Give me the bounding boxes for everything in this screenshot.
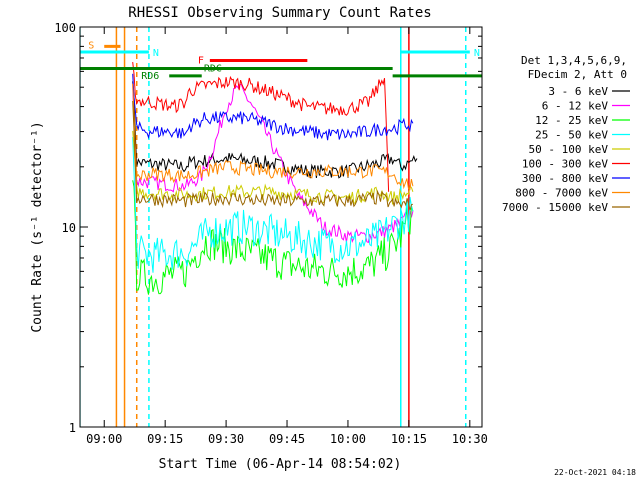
y-axis-label: Count Rate (s⁻¹ detector⁻¹) xyxy=(30,121,45,332)
legend-header-2: FDecim 2, Att 0 xyxy=(528,68,627,81)
legend-label-2: 12 - 25 keV xyxy=(535,114,608,127)
flag-label-6: RD6 xyxy=(141,71,159,82)
legend-label-4: 50 - 100 keV xyxy=(529,143,609,156)
y-tick-label-1: 10 xyxy=(62,221,76,235)
legend-label-8: 7000 - 15000 keV xyxy=(502,201,608,214)
flag-label-1: N xyxy=(153,48,159,59)
x-tick-label-4: 10:00 xyxy=(330,432,366,446)
flag-label-3: F xyxy=(198,55,204,66)
footer-timestamp: 22-Oct-2021 04:18 xyxy=(554,468,636,477)
flag-label-4: RDC xyxy=(204,64,222,75)
series-line-50-100-keV xyxy=(132,130,414,205)
x-tick-label-3: 09:45 xyxy=(269,432,305,446)
series-line-300-800-keV xyxy=(132,73,414,141)
x-tick-label-5: 10:15 xyxy=(391,432,427,446)
legend-label-5: 100 - 300 keV xyxy=(522,158,608,171)
legend-label-7: 800 - 7000 keV xyxy=(515,187,608,200)
series-line-800-7000-keV xyxy=(132,83,414,191)
marker-lines xyxy=(80,27,467,427)
series-layer xyxy=(132,62,418,295)
legend-label-3: 25 - 50 keV xyxy=(535,129,608,142)
x-axis-label: Start Time (06-Apr-14 08:54:02) xyxy=(159,457,402,472)
legend-header-1: Det 1,3,4,5,6,9, xyxy=(521,54,627,67)
series-line-25-50-keV xyxy=(132,136,414,273)
legend-label-6: 300 - 800 keV xyxy=(522,172,608,185)
chart-title: RHESSI Observing Summary Count Rates xyxy=(128,5,431,21)
legend-label-0: 3 - 6 keV xyxy=(548,85,608,98)
series-line-100-300-keV xyxy=(132,62,390,192)
x-axis: 09:00 09:15 09:30 09:45 10:00 10:15 10:30 xyxy=(86,27,488,446)
y-tick-label-0: 1 xyxy=(69,421,76,435)
x-tick-label-0: 09:00 xyxy=(86,432,122,446)
legend: Det 1,3,4,5,6,9, FDecim 2, Att 0 3 - 6 k… xyxy=(502,54,630,214)
y-axis: 1 10 100 xyxy=(54,21,482,435)
legend-label-1: 6 - 12 keV xyxy=(542,100,609,113)
flag-label-0: S xyxy=(88,40,94,51)
flag-label-2: N xyxy=(474,48,480,59)
x-tick-label-6: 10:30 xyxy=(452,432,488,446)
x-tick-label-2: 09:30 xyxy=(208,432,244,446)
series-line-7000-15000-keV xyxy=(132,100,414,211)
series-line-3-6-keV xyxy=(132,81,418,179)
x-tick-label-1: 09:15 xyxy=(147,432,183,446)
y-tick-label-2: 100 xyxy=(54,21,76,35)
